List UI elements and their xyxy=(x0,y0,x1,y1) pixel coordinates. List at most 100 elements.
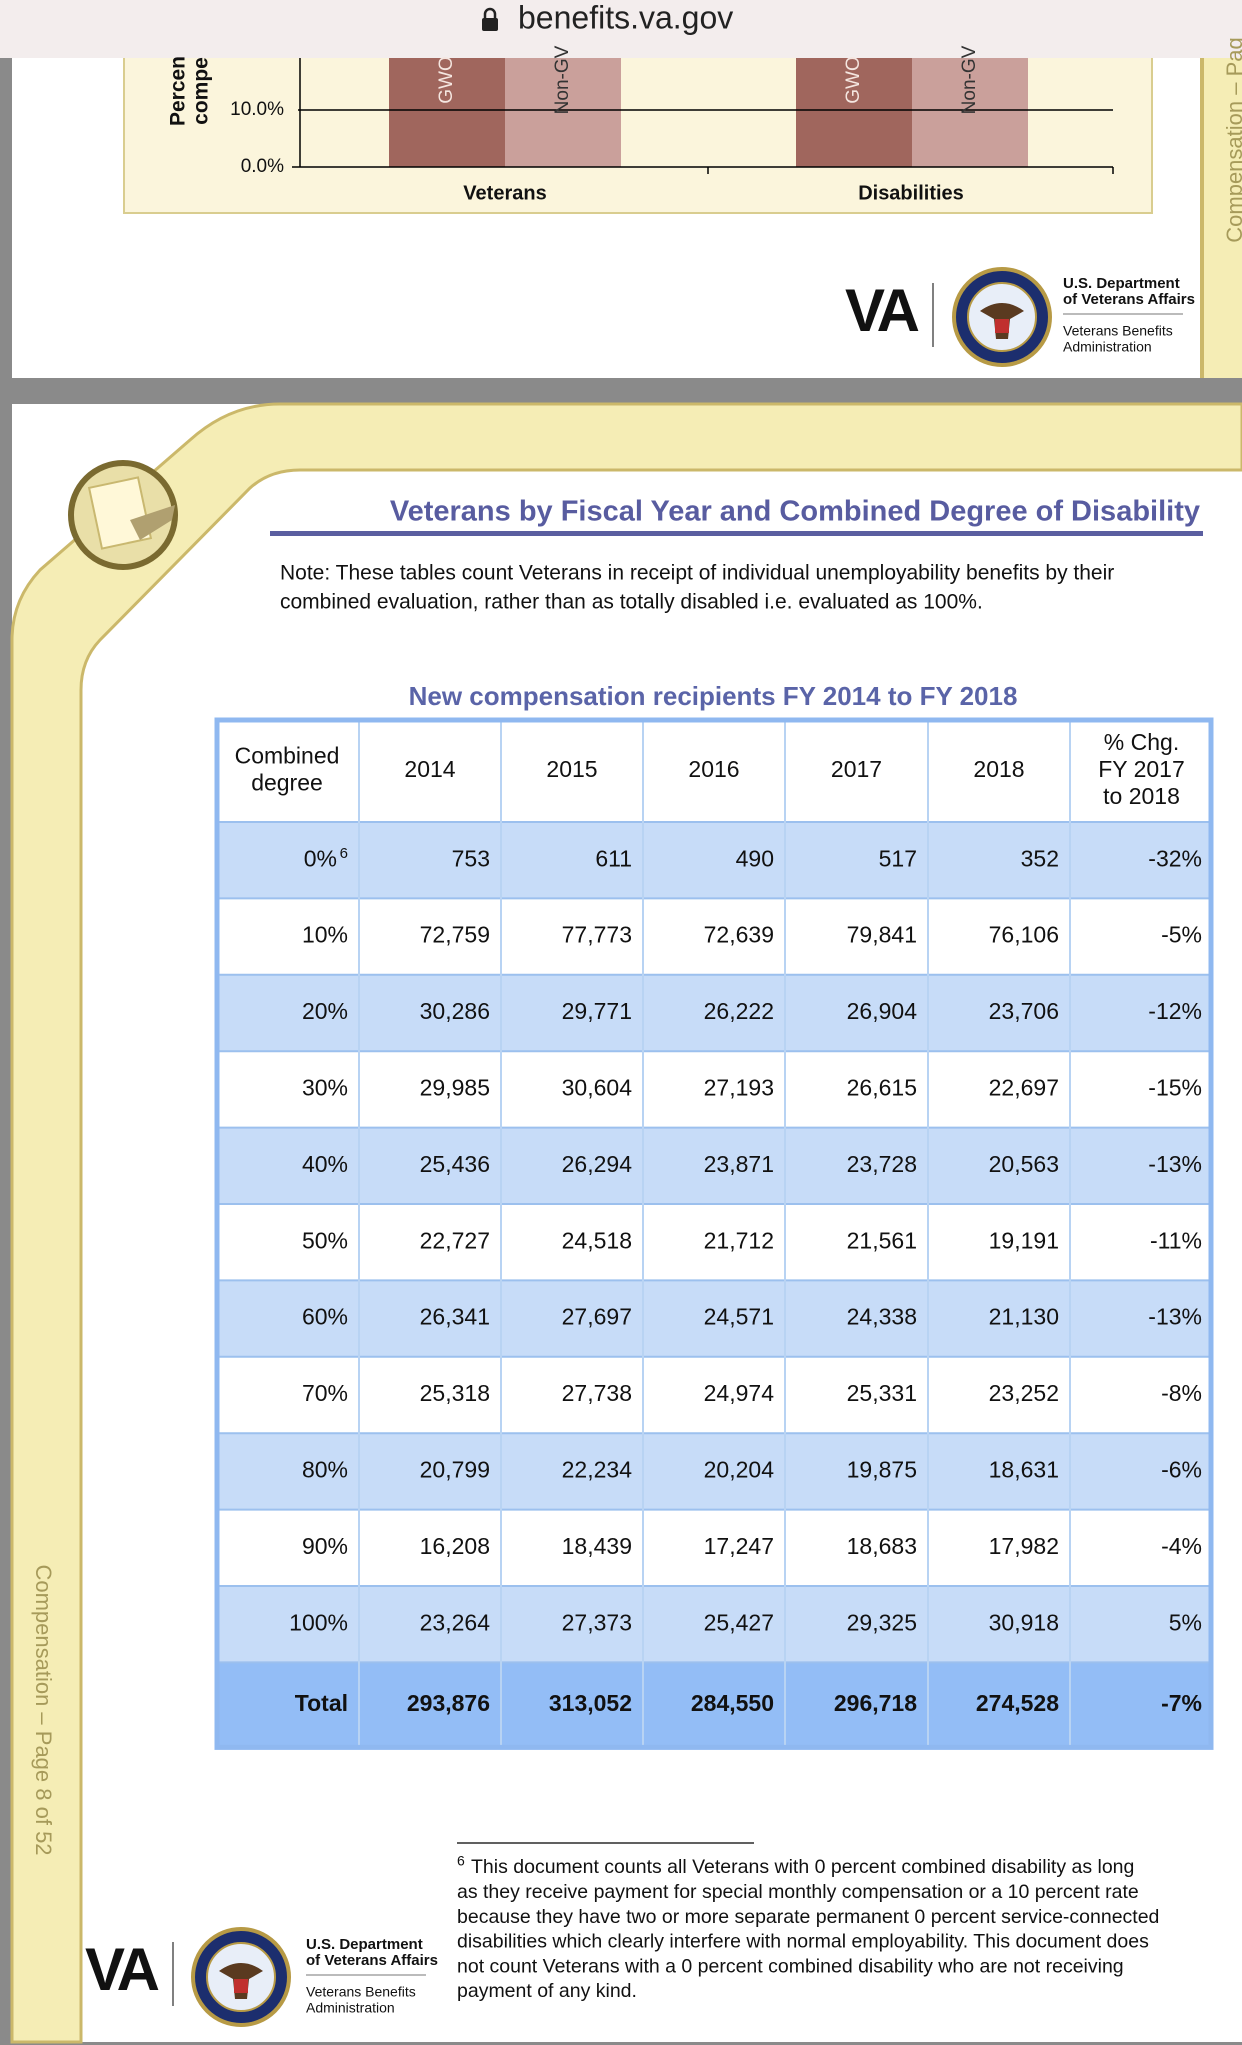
table-cell: 22,727 xyxy=(420,1227,490,1253)
logo-department: of Veterans Affairs xyxy=(306,1952,438,1969)
table-cell: 60% xyxy=(302,1304,348,1330)
lock-icon xyxy=(482,18,498,31)
table-cell: 29,771 xyxy=(562,998,632,1024)
table-cell: 77,773 xyxy=(562,922,632,948)
table-cell: 27,738 xyxy=(562,1380,632,1406)
table-cell: 26,615 xyxy=(847,1074,917,1100)
logo-mark: VA xyxy=(85,1936,159,2003)
table-cell: -15% xyxy=(1148,1074,1202,1100)
table-cell: 90% xyxy=(302,1533,348,1559)
table-header: 2018 xyxy=(973,756,1024,782)
table-cell: 352 xyxy=(1021,845,1059,871)
table-cell: -32% xyxy=(1148,845,1202,871)
table-total: Total xyxy=(295,1690,348,1716)
bar-label: Non-GV xyxy=(959,45,980,114)
table-row-bg xyxy=(215,1280,1213,1357)
table-header: 2014 xyxy=(404,756,455,782)
table-cell: 27,697 xyxy=(562,1304,632,1330)
logo-department: U.S. Department xyxy=(1063,275,1180,292)
table-cell: 490 xyxy=(736,845,774,871)
table-cell: -4% xyxy=(1161,1533,1202,1559)
table-cell: 5% xyxy=(1169,1609,1202,1635)
table-header: to 2018 xyxy=(1103,783,1180,809)
table-cell: 517 xyxy=(879,845,917,871)
table-cell: 30,604 xyxy=(562,1074,633,1100)
category-label: Disabilities xyxy=(858,182,964,204)
table-cell: 10% xyxy=(302,922,348,948)
table-row-bg xyxy=(215,1204,1213,1281)
table-cell: 50% xyxy=(302,1227,348,1253)
table-cell: 30,286 xyxy=(420,998,490,1024)
footnote: because they have two or more separate p… xyxy=(457,1906,1159,1928)
lock-shackle xyxy=(483,7,497,19)
table-row-bg xyxy=(215,1433,1213,1510)
table-cell: -11% xyxy=(1150,1227,1202,1253)
table-row-bg xyxy=(215,1356,1213,1434)
table-cell: 0% xyxy=(304,845,337,871)
logo-department: of Veterans Affairs xyxy=(1063,291,1195,308)
table-total: 293,876 xyxy=(407,1690,490,1716)
table-cell: 25,436 xyxy=(420,1151,490,1177)
table-cell: 16,208 xyxy=(420,1533,490,1559)
table-cell: 72,639 xyxy=(704,922,774,948)
footnote: not count Veterans with a 0 percent comb… xyxy=(457,1955,1124,1977)
icon-hand xyxy=(130,505,175,540)
table-header: % Chg. xyxy=(1104,729,1179,755)
table-total-bg xyxy=(215,1662,1213,1748)
table-cell: 21,130 xyxy=(989,1304,1059,1330)
table-total: 296,718 xyxy=(834,1690,917,1716)
table-header: 2015 xyxy=(546,756,597,782)
bar xyxy=(389,40,505,167)
url[interactable]: benefits.va.gov xyxy=(518,0,733,35)
bar-label: GWO xyxy=(843,56,864,104)
table-cell: 40% xyxy=(302,1151,348,1177)
table-cell: 19,875 xyxy=(847,1456,917,1482)
logo-administration: Administration xyxy=(306,2000,395,2016)
table-row-bg xyxy=(215,822,1213,899)
table-cell: 23,871 xyxy=(704,1151,774,1177)
table-border xyxy=(214,717,1214,1750)
logo-administration: Veterans Benefits xyxy=(306,1984,416,2000)
side-band xyxy=(1200,58,1242,378)
y-tick-label: 0.0% xyxy=(241,156,284,177)
table-cell: 27,373 xyxy=(562,1609,632,1635)
table-cell: 79,841 xyxy=(847,922,917,948)
bar-label: Non-GV xyxy=(552,45,573,114)
table-cell: 30% xyxy=(302,1074,348,1100)
y-axis-label: compe xyxy=(190,57,213,125)
table-total: 313,052 xyxy=(549,1690,632,1716)
table-cell: 76,106 xyxy=(989,922,1059,948)
table-cell: 18,683 xyxy=(847,1533,917,1559)
table-header-bg xyxy=(215,720,1213,822)
seal-shield xyxy=(995,319,1009,333)
table-cell: 72,759 xyxy=(420,922,490,948)
table-cell: 18,631 xyxy=(989,1456,1059,1482)
footnote-marker: 6 xyxy=(457,1853,465,1869)
bar xyxy=(912,40,1028,167)
table-cell: 26,341 xyxy=(420,1304,490,1330)
footnote-ref: 6 xyxy=(340,845,348,862)
table-row-bg xyxy=(215,974,1213,1052)
table-cell: 17,247 xyxy=(704,1533,774,1559)
table-cell: 27,193 xyxy=(704,1074,774,1100)
bar-label: GWO xyxy=(436,56,457,104)
table-cell: 23,706 xyxy=(989,998,1059,1024)
logo-administration: Administration xyxy=(1063,339,1152,355)
table-row-bg xyxy=(215,1586,1213,1663)
table-cell: -12% xyxy=(1148,998,1202,1024)
table-cell: 22,697 xyxy=(989,1074,1059,1100)
table-cell: 753 xyxy=(452,845,490,871)
table-cell: 21,561 xyxy=(847,1227,917,1253)
y-axis-label: Percen xyxy=(167,56,190,126)
logo-department: U.S. Department xyxy=(306,1936,423,1953)
seal-shield xyxy=(234,1979,248,1993)
table-cell: 24,518 xyxy=(562,1227,632,1253)
y-tick-label: 10.0% xyxy=(230,99,284,120)
table-cell: 19,191 xyxy=(989,1227,1059,1253)
table-cell: 20% xyxy=(302,998,348,1024)
table-cell: 23,252 xyxy=(989,1380,1059,1406)
table-cell: 24,571 xyxy=(704,1304,774,1330)
browser-bar xyxy=(0,0,1242,58)
